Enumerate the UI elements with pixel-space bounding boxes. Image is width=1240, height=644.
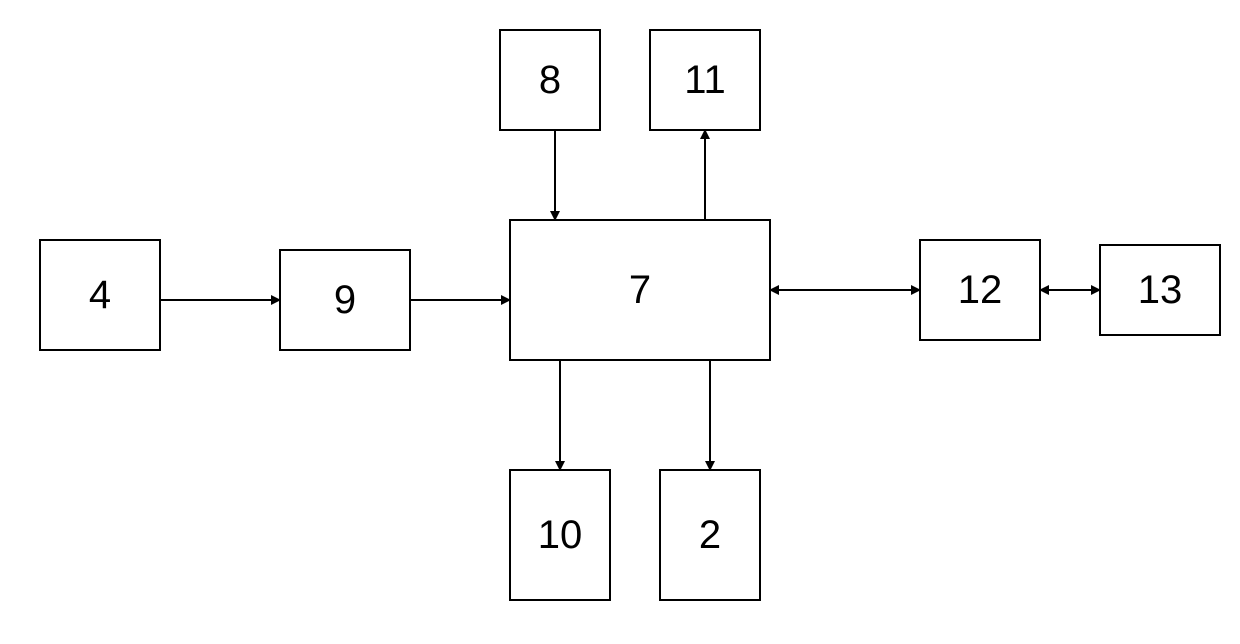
node-n11: 11 [650,30,760,130]
node-label-n11: 11 [684,58,726,102]
node-n9: 9 [280,250,410,350]
node-n7: 7 [510,220,770,360]
node-n10: 10 [510,470,610,600]
node-label-n8: 8 [539,58,561,102]
node-label-n13: 13 [1138,268,1183,312]
node-label-n9: 9 [334,278,356,322]
node-n2: 2 [660,470,760,600]
node-n12: 12 [920,240,1040,340]
node-label-n4: 4 [89,273,111,317]
node-label-n12: 12 [958,268,1003,312]
node-label-n2: 2 [699,513,721,557]
node-n13: 13 [1100,245,1220,335]
node-label-n7: 7 [629,268,651,312]
node-n4: 4 [40,240,160,350]
node-n8: 8 [500,30,600,130]
node-label-n10: 10 [538,513,583,557]
